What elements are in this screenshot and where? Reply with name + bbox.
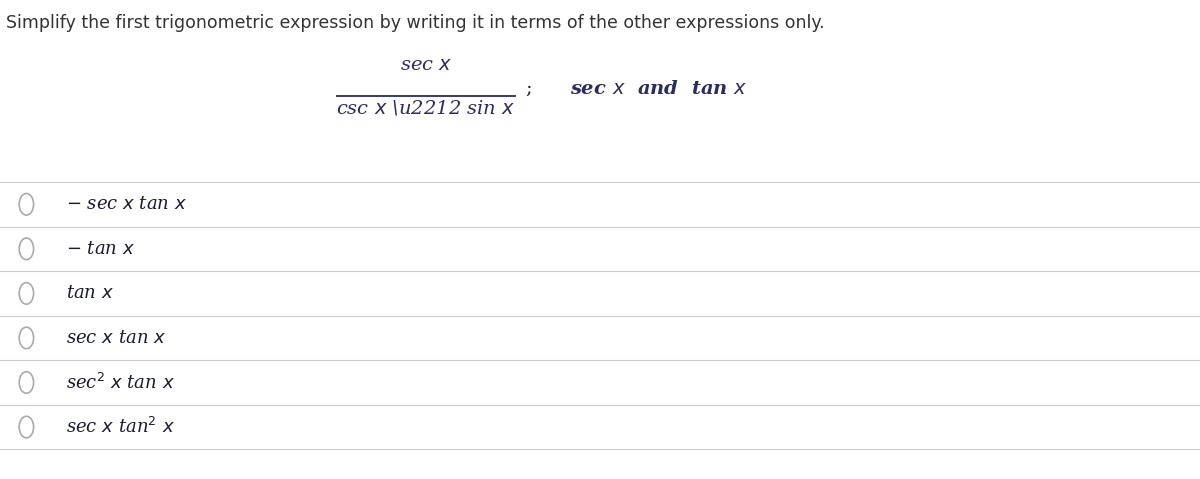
Text: tan $x$: tan $x$	[66, 285, 114, 302]
Text: csc $x$ \u2212 sin $x$: csc $x$ \u2212 sin $x$	[336, 98, 516, 117]
Text: ;: ;	[526, 80, 533, 98]
Text: − sec $x$ tan $x$: − sec $x$ tan $x$	[66, 195, 187, 213]
Text: − tan $x$: − tan $x$	[66, 240, 134, 258]
Text: Simplify the first trigonometric expression by writing it in terms of the other : Simplify the first trigonometric express…	[6, 14, 824, 33]
Text: sec $x$ tan $x$: sec $x$ tan $x$	[66, 329, 166, 347]
Text: sec $x$  and  tan $x$: sec $x$ and tan $x$	[570, 80, 748, 98]
Text: sec$^2$ $x$ tan $x$: sec$^2$ $x$ tan $x$	[66, 373, 175, 392]
Text: sec $x$: sec $x$	[400, 56, 452, 74]
Text: sec $x$ tan$^2$ $x$: sec $x$ tan$^2$ $x$	[66, 417, 175, 437]
